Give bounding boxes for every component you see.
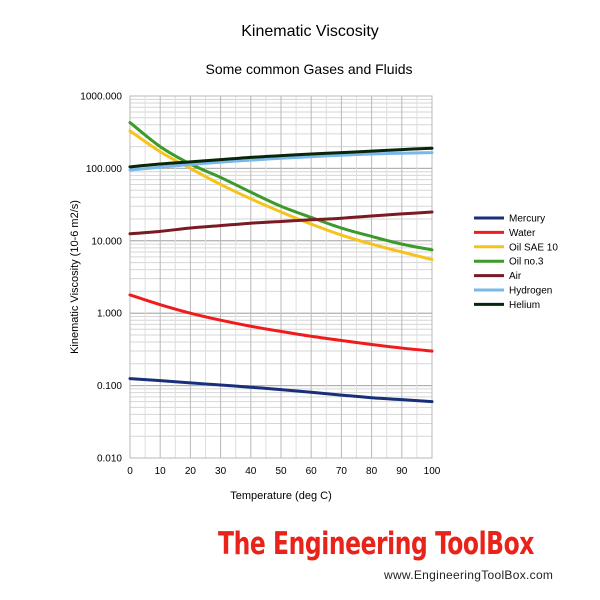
x-tick-label: 70 xyxy=(336,466,348,477)
y-tick-label: 1.000 xyxy=(97,309,122,320)
x-tick-label: 80 xyxy=(366,466,378,477)
legend-label-oil-no-3: Oil no.3 xyxy=(509,257,544,268)
legend-label-water: Water xyxy=(509,228,536,239)
x-tick-label: 30 xyxy=(215,466,227,477)
x-tick-label: 50 xyxy=(275,466,287,477)
y-tick-label: 1000.000 xyxy=(80,92,122,103)
chart-subtitle: Some common Gases and Fluids xyxy=(206,61,413,77)
y-tick-label: 100.000 xyxy=(86,164,123,175)
y-tick-label: 0.010 xyxy=(97,454,122,465)
series-lines xyxy=(128,121,434,404)
legend-label-hydrogen: Hydrogen xyxy=(509,286,552,297)
series-line-hydrogen xyxy=(128,151,434,172)
legend-label-oil-sae-10: Oil SAE 10 xyxy=(509,242,558,253)
y-tick-label: 10.000 xyxy=(91,236,122,247)
legend-label-helium: Helium xyxy=(509,300,540,311)
brand-url[interactable]: www.EngineeringToolBox.com xyxy=(384,568,554,582)
chart-title: Kinematic Viscosity xyxy=(241,23,379,40)
legend-label-air: Air xyxy=(509,271,522,282)
y-tick-label: 0.100 xyxy=(97,381,122,392)
series-line-oil-no-3 xyxy=(128,121,434,252)
plot-area xyxy=(129,95,433,459)
x-axis-label: Temperature (deg C) xyxy=(230,490,332,502)
x-tick-label: 20 xyxy=(185,466,197,477)
x-tick-label: 0 xyxy=(127,466,133,477)
y-axis-ticks: 0.010 0.100 1.000 10.000 100.000 1000.000 xyxy=(80,92,122,465)
x-tick-label: 90 xyxy=(396,466,408,477)
series-line-air xyxy=(128,210,434,236)
legend: Mercury Water Oil SAE 10 Oil no.3 Air Hydroge… xyxy=(474,214,558,311)
legend-label-mercury: Mercury xyxy=(509,214,545,225)
y-axis-label: Kinematic Viscosity (10-6 m2/s) xyxy=(69,200,81,354)
x-tick-label: 100 xyxy=(424,466,441,477)
x-tick-label: 40 xyxy=(245,466,257,477)
brand-logo: The Engineering ToolBox xyxy=(218,526,534,562)
x-tick-label: 10 xyxy=(155,466,167,477)
series-line-helium xyxy=(128,146,434,169)
series-line-mercury xyxy=(128,377,434,404)
x-axis-ticks: 0 10 20 30 40 50 60 70 80 90 100 xyxy=(127,466,441,477)
series-line-water xyxy=(128,293,434,353)
x-tick-label: 60 xyxy=(306,466,318,477)
